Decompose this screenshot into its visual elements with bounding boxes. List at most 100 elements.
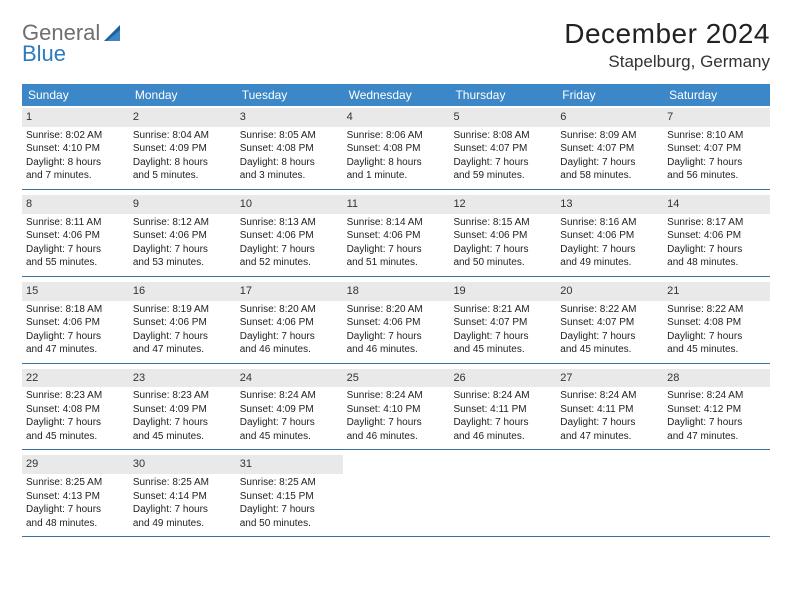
- day-cell: 19Sunrise: 8:21 AMSunset: 4:07 PMDayligh…: [449, 280, 556, 363]
- daylight-text: Daylight: 7 hours: [560, 330, 659, 344]
- sunset-text: Sunset: 4:11 PM: [453, 403, 552, 417]
- day-number: 28: [663, 369, 770, 388]
- sunset-text: Sunset: 4:09 PM: [240, 403, 339, 417]
- sunrise-text: Sunrise: 8:16 AM: [560, 216, 659, 230]
- day-number: 5: [449, 108, 556, 127]
- sunset-text: Sunset: 4:08 PM: [347, 142, 446, 156]
- day-number: 17: [236, 282, 343, 301]
- daylight-text: and 47 minutes.: [560, 430, 659, 444]
- daylight-text: Daylight: 7 hours: [133, 330, 232, 344]
- day-number: 25: [343, 369, 450, 388]
- weeks-container: 1Sunrise: 8:02 AMSunset: 4:10 PMDaylight…: [22, 106, 770, 537]
- day-cell: 18Sunrise: 8:20 AMSunset: 4:06 PMDayligh…: [343, 280, 450, 363]
- week-row: 15Sunrise: 8:18 AMSunset: 4:06 PMDayligh…: [22, 280, 770, 364]
- sunrise-text: Sunrise: 8:14 AM: [347, 216, 446, 230]
- day-cell-empty: [449, 453, 556, 536]
- sunrise-text: Sunrise: 8:09 AM: [560, 129, 659, 143]
- sunset-text: Sunset: 4:06 PM: [26, 229, 125, 243]
- day-number-empty: [556, 455, 663, 474]
- daylight-text: and 46 minutes.: [453, 430, 552, 444]
- daylight-text: and 46 minutes.: [347, 430, 446, 444]
- daylight-text: Daylight: 7 hours: [26, 330, 125, 344]
- daylight-text: Daylight: 7 hours: [347, 416, 446, 430]
- daylight-text: and 45 minutes.: [453, 343, 552, 357]
- sunset-text: Sunset: 4:06 PM: [347, 316, 446, 330]
- sunrise-text: Sunrise: 8:24 AM: [667, 389, 766, 403]
- sunset-text: Sunset: 4:07 PM: [453, 142, 552, 156]
- day-cell: 17Sunrise: 8:20 AMSunset: 4:06 PMDayligh…: [236, 280, 343, 363]
- logo-sail-icon: [102, 23, 124, 50]
- day-number: 3: [236, 108, 343, 127]
- daylight-text: Daylight: 8 hours: [347, 156, 446, 170]
- daylight-text: and 7 minutes.: [26, 169, 125, 183]
- sunrise-text: Sunrise: 8:22 AM: [667, 303, 766, 317]
- day-number: 21: [663, 282, 770, 301]
- day-cell: 29Sunrise: 8:25 AMSunset: 4:13 PMDayligh…: [22, 453, 129, 536]
- day-number-empty: [449, 455, 556, 474]
- daylight-text: and 51 minutes.: [347, 256, 446, 270]
- daylight-text: Daylight: 7 hours: [26, 503, 125, 517]
- daylight-text: Daylight: 7 hours: [347, 330, 446, 344]
- sunrise-text: Sunrise: 8:25 AM: [240, 476, 339, 490]
- sunrise-text: Sunrise: 8:10 AM: [667, 129, 766, 143]
- daylight-text: Daylight: 8 hours: [240, 156, 339, 170]
- day-cell: 8Sunrise: 8:11 AMSunset: 4:06 PMDaylight…: [22, 193, 129, 276]
- daylight-text: Daylight: 7 hours: [453, 330, 552, 344]
- day-cell: 3Sunrise: 8:05 AMSunset: 4:08 PMDaylight…: [236, 106, 343, 189]
- day-cell-empty: [663, 453, 770, 536]
- day-cell: 28Sunrise: 8:24 AMSunset: 4:12 PMDayligh…: [663, 367, 770, 450]
- sunset-text: Sunset: 4:12 PM: [667, 403, 766, 417]
- day-number: 22: [22, 369, 129, 388]
- daylight-text: Daylight: 7 hours: [453, 243, 552, 257]
- sunrise-text: Sunrise: 8:17 AM: [667, 216, 766, 230]
- weekday-header-row: SundayMondayTuesdayWednesdayThursdayFrid…: [22, 84, 770, 106]
- sunrise-text: Sunrise: 8:24 AM: [560, 389, 659, 403]
- day-cell: 27Sunrise: 8:24 AMSunset: 4:11 PMDayligh…: [556, 367, 663, 450]
- daylight-text: and 45 minutes.: [667, 343, 766, 357]
- day-number: 23: [129, 369, 236, 388]
- logo: General Blue: [22, 22, 124, 65]
- day-number: 15: [22, 282, 129, 301]
- sunrise-text: Sunrise: 8:22 AM: [560, 303, 659, 317]
- sunset-text: Sunset: 4:06 PM: [240, 316, 339, 330]
- day-number: 10: [236, 195, 343, 214]
- sunset-text: Sunset: 4:08 PM: [26, 403, 125, 417]
- weekday-header: Saturday: [663, 84, 770, 106]
- daylight-text: Daylight: 7 hours: [26, 416, 125, 430]
- weekday-header: Wednesday: [343, 84, 450, 106]
- sunrise-text: Sunrise: 8:13 AM: [240, 216, 339, 230]
- daylight-text: Daylight: 7 hours: [26, 243, 125, 257]
- weekday-header: Monday: [129, 84, 236, 106]
- month-title: December 2024: [564, 18, 770, 50]
- daylight-text: Daylight: 7 hours: [560, 156, 659, 170]
- day-cell: 10Sunrise: 8:13 AMSunset: 4:06 PMDayligh…: [236, 193, 343, 276]
- day-number: 29: [22, 455, 129, 474]
- sunset-text: Sunset: 4:10 PM: [26, 142, 125, 156]
- daylight-text: Daylight: 7 hours: [667, 416, 766, 430]
- sunrise-text: Sunrise: 8:25 AM: [133, 476, 232, 490]
- day-cell: 31Sunrise: 8:25 AMSunset: 4:15 PMDayligh…: [236, 453, 343, 536]
- sunset-text: Sunset: 4:10 PM: [347, 403, 446, 417]
- daylight-text: Daylight: 7 hours: [240, 503, 339, 517]
- day-cell: 25Sunrise: 8:24 AMSunset: 4:10 PMDayligh…: [343, 367, 450, 450]
- sunset-text: Sunset: 4:08 PM: [240, 142, 339, 156]
- title-block: December 2024 Stapelburg, Germany: [564, 18, 770, 72]
- week-row: 29Sunrise: 8:25 AMSunset: 4:13 PMDayligh…: [22, 453, 770, 537]
- week-row: 8Sunrise: 8:11 AMSunset: 4:06 PMDaylight…: [22, 193, 770, 277]
- day-cell: 15Sunrise: 8:18 AMSunset: 4:06 PMDayligh…: [22, 280, 129, 363]
- day-cell: 20Sunrise: 8:22 AMSunset: 4:07 PMDayligh…: [556, 280, 663, 363]
- day-number: 13: [556, 195, 663, 214]
- day-number-empty: [663, 455, 770, 474]
- day-cell: 23Sunrise: 8:23 AMSunset: 4:09 PMDayligh…: [129, 367, 236, 450]
- daylight-text: Daylight: 7 hours: [240, 330, 339, 344]
- day-number: 1: [22, 108, 129, 127]
- week-row: 1Sunrise: 8:02 AMSunset: 4:10 PMDaylight…: [22, 106, 770, 190]
- header: General Blue December 2024 Stapelburg, G…: [22, 18, 770, 72]
- day-number-empty: [343, 455, 450, 474]
- sunrise-text: Sunrise: 8:11 AM: [26, 216, 125, 230]
- sunrise-text: Sunrise: 8:25 AM: [26, 476, 125, 490]
- daylight-text: and 48 minutes.: [26, 517, 125, 531]
- day-cell: 4Sunrise: 8:06 AMSunset: 4:08 PMDaylight…: [343, 106, 450, 189]
- daylight-text: and 45 minutes.: [240, 430, 339, 444]
- week-row: 22Sunrise: 8:23 AMSunset: 4:08 PMDayligh…: [22, 367, 770, 451]
